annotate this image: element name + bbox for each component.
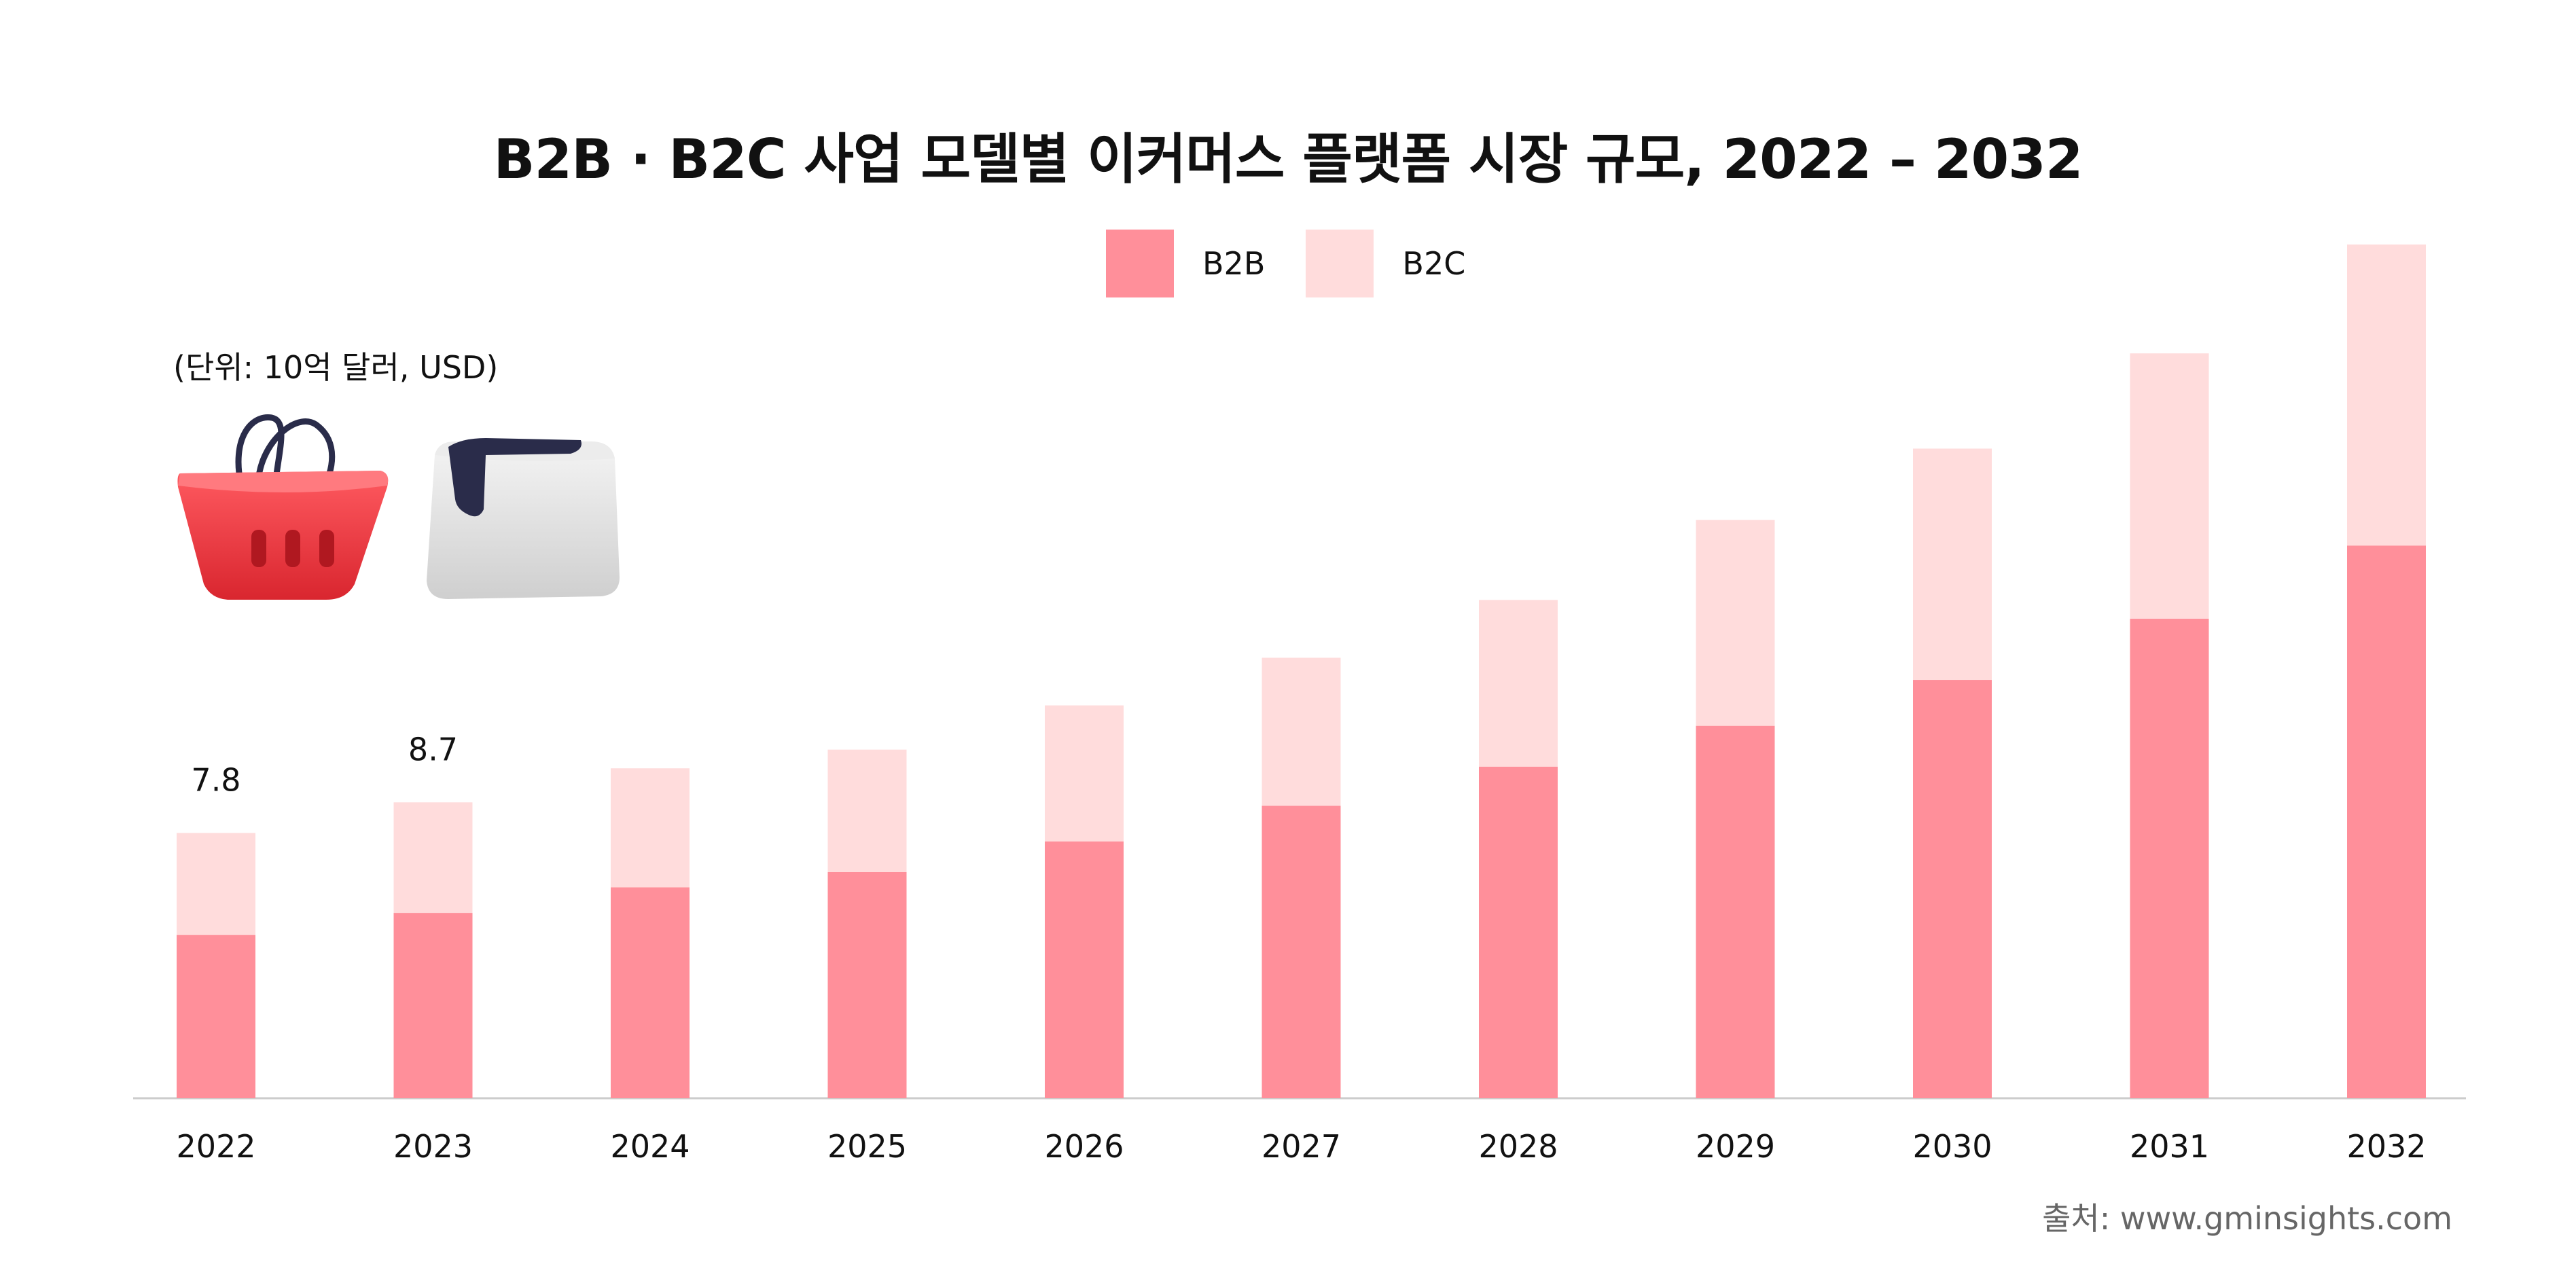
x-tick-label-2024: 2024 (610, 1128, 690, 1165)
source-credit: 출처: www.gminsights.com (2042, 1200, 2452, 1237)
legend: B2B B2C (1106, 230, 1506, 297)
x-tick-label-2022: 2022 (176, 1128, 255, 1165)
bar-b2c-2028 (1479, 600, 1558, 767)
x-tick-label-2023: 2023 (393, 1128, 473, 1165)
bar-b2b-2022 (177, 935, 255, 1098)
package-box-icon (427, 438, 620, 599)
legend-swatch-b2b (1106, 230, 1174, 297)
x-tick-label-2031: 2031 (2130, 1128, 2209, 1165)
x-tick-labels: 2022 2023 2024 2025 2026 2027 2028 2029 2030 2031… (176, 1128, 2426, 1165)
bar-b2c-2027 (1262, 657, 1341, 806)
bar-b2c-2026 (1045, 705, 1124, 841)
data-label-2022: 7.8 (191, 761, 240, 798)
x-tick-label-2027: 2027 (1262, 1128, 1341, 1165)
bar-b2c-2030 (1913, 448, 1992, 681)
bar-b2b-2025 (827, 871, 907, 1098)
x-tick-label-2028: 2028 (1478, 1128, 1558, 1165)
x-tick-label-2025: 2025 (827, 1128, 907, 1165)
bar-b2b-2023 (393, 913, 473, 1098)
bars-group (177, 245, 2426, 1098)
bar-b2c-2025 (827, 749, 907, 872)
bar-b2c-2029 (1696, 520, 1775, 726)
bar-b2c-2032 (2347, 245, 2426, 546)
unit-label: (단위: 10억 달러, USD) (173, 349, 499, 386)
x-tick-label-2032: 2032 (2346, 1128, 2426, 1165)
data-labels: 7.8 8.7 (191, 731, 458, 798)
bar-b2b-2029 (1696, 725, 1775, 1098)
x-tick-label-2026: 2026 (1044, 1128, 1124, 1165)
bar-b2b-2027 (1262, 806, 1341, 1098)
chart-title: B2B · B2C 사업 모델별 이커머스 플랫폼 시장 규모, 2022 – … (493, 128, 2083, 191)
data-label-2023: 8.7 (408, 731, 458, 767)
legend-label-b2b: B2B (1202, 245, 1266, 282)
legend-item-b2c: B2C (1306, 230, 1465, 297)
bar-b2b-2032 (2347, 545, 2426, 1098)
legend-item-b2b: B2B (1106, 230, 1265, 297)
bar-b2c-2024 (611, 768, 690, 888)
bar-b2b-2024 (611, 887, 690, 1098)
x-tick-label-2029: 2029 (1696, 1128, 1775, 1165)
legend-swatch-b2c (1306, 230, 1374, 297)
bar-b2b-2030 (1913, 680, 1992, 1098)
bar-b2c-2023 (393, 802, 473, 913)
shopping-basket-icon (177, 414, 389, 600)
bar-b2b-2031 (2130, 618, 2209, 1098)
bar-b2c-2031 (2130, 353, 2209, 619)
bar-b2b-2026 (1045, 841, 1124, 1098)
x-tick-label-2030: 2030 (1912, 1128, 1992, 1165)
legend-label-b2c: B2C (1402, 245, 1466, 282)
bar-b2c-2022 (177, 833, 255, 935)
bar-b2b-2028 (1479, 766, 1558, 1098)
